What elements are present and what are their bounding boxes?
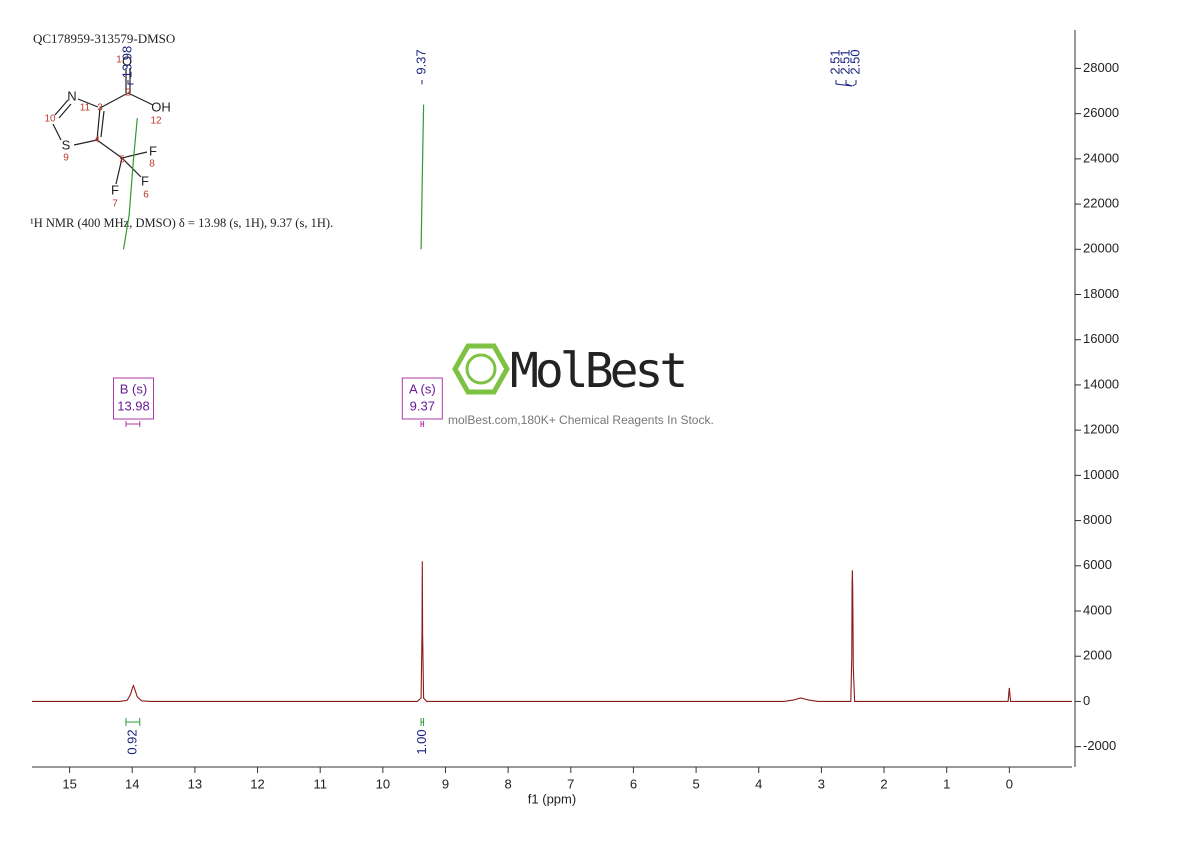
atom-symbol: F — [149, 143, 157, 158]
atom-number: 2 — [125, 88, 131, 99]
integral-value: 1.00 — [414, 729, 429, 754]
y-tick-label: 18000 — [1083, 286, 1119, 301]
x-tick-label: 14 — [125, 776, 139, 791]
x-tick-label: 13 — [188, 776, 202, 791]
multiplet-shift: 9.37 — [410, 398, 435, 413]
x-tick-label: 15 — [62, 776, 76, 791]
multiplet-range — [125, 421, 141, 427]
y-tick-label: 4000 — [1083, 602, 1112, 617]
atom-number: 6 — [143, 190, 149, 201]
y-tick-label: 0 — [1083, 693, 1090, 708]
multiplet-range — [420, 421, 425, 427]
atom-symbol: OH — [151, 99, 171, 114]
y-tick-label: 6000 — [1083, 557, 1112, 572]
multiplet-name: A (s) — [409, 381, 436, 396]
y-tick-label: 12000 — [1083, 422, 1119, 437]
y-tick-label: 22000 — [1083, 196, 1119, 211]
peak-connector — [835, 80, 853, 87]
watermark: MolBest molBest.com,180K+ Chemical Reage… — [448, 343, 714, 427]
x-tick-label: 4 — [755, 776, 762, 791]
multiplet-box — [112, 377, 154, 420]
atom-symbol: O — [122, 53, 132, 68]
atom-number: 3 — [97, 103, 103, 114]
atom-number: 11 — [80, 103, 91, 114]
peak-connector — [845, 80, 853, 87]
atom-symbol: S — [62, 137, 71, 152]
x-tick-label: 7 — [567, 776, 574, 791]
y-tick-label: 2000 — [1083, 648, 1112, 663]
atom-number: 8 — [149, 159, 155, 170]
atom-number: 5 — [119, 155, 125, 166]
peak-label: 9.37 — [413, 49, 428, 74]
y-tick-label: 20000 — [1083, 241, 1119, 256]
y-tick-label: 26000 — [1083, 105, 1119, 120]
atom-symbol: F — [111, 182, 119, 197]
logo-ring — [465, 353, 497, 385]
y-tick-label: 8000 — [1083, 512, 1112, 527]
x-tick-label: 0 — [1006, 776, 1013, 791]
y-tick-label: 28000 — [1083, 60, 1119, 75]
peak-connector — [127, 80, 134, 85]
atom-symbol: F — [141, 173, 149, 188]
y-tick-label: 24000 — [1083, 150, 1119, 165]
structure-bonds — [52, 68, 154, 185]
x-tick-label: 1 — [943, 776, 950, 791]
multiplet-name: B (s) — [120, 381, 147, 396]
multiplet-box — [401, 377, 443, 420]
peak-label: 2.51 — [827, 49, 842, 74]
peak-label: 2.51 — [837, 49, 852, 74]
integral-curve — [420, 104, 425, 250]
y-tick-label: 16000 — [1083, 331, 1119, 346]
logo-hexagon — [452, 343, 510, 395]
integral-curve — [122, 118, 138, 250]
x-tick-label: 9 — [442, 776, 449, 791]
y-tick-label: -2000 — [1083, 738, 1116, 753]
x-tick-label: 10 — [376, 776, 390, 791]
sample-title: QC178959-313579-DMSO — [33, 31, 175, 46]
x-tick-label: 11 — [313, 776, 327, 791]
x-tick-label: 3 — [818, 776, 825, 791]
x-tick-label: 6 — [630, 776, 637, 791]
x-tick-label: 5 — [692, 776, 699, 791]
peak-label: 13.98 — [119, 46, 134, 79]
spectrum — [32, 561, 1072, 702]
atom-number: 10 — [44, 114, 56, 125]
x-tick-label: 12 — [250, 776, 264, 791]
watermark-tagline: molBest.com,180K+ Chemical Reagents In S… — [448, 413, 714, 427]
x-axis-label: f1 (ppm) — [528, 791, 576, 806]
integral-range — [125, 718, 141, 726]
peak-connector — [852, 80, 857, 87]
peak-label: 2.50 — [847, 49, 862, 74]
y-tick-label: 10000 — [1083, 467, 1119, 482]
x-tick-label: 8 — [505, 776, 512, 791]
x-tick-label: 2 — [880, 776, 887, 791]
atom-number: 9 — [63, 153, 69, 164]
integral-range — [420, 718, 425, 726]
atom-symbol: N — [67, 88, 76, 103]
integral-value: 0.92 — [124, 729, 139, 754]
atom-number: 1 — [116, 55, 122, 66]
nmr-description: ¹H NMR (400 MHz, DMSO) δ = 13.98 (s, 1H)… — [30, 216, 333, 230]
multiplet-shift: 13.98 — [117, 398, 150, 413]
watermark-brand: MolBest — [510, 343, 684, 399]
atom-number: 7 — [112, 199, 118, 210]
y-tick-label: 14000 — [1083, 376, 1119, 391]
atom-number: 12 — [150, 116, 162, 127]
atom-number: 4 — [94, 135, 100, 146]
